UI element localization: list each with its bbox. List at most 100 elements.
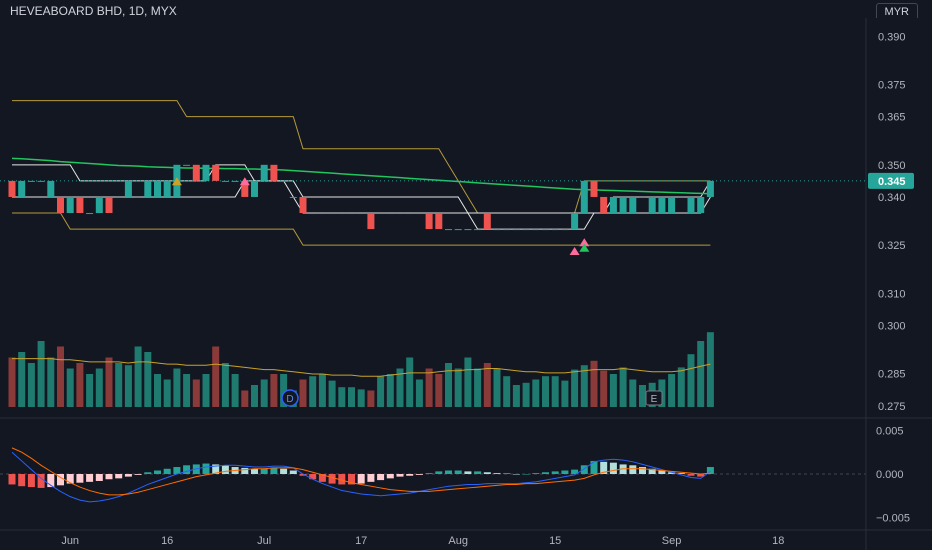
time-tick-label: Jul — [257, 535, 271, 547]
candle — [134, 196, 142, 198]
last-price-label: 0.345 — [878, 176, 906, 188]
candle — [66, 196, 74, 214]
volume-bar — [580, 365, 588, 407]
macd-histogram-bar — [318, 474, 326, 482]
volume-bar — [551, 376, 559, 407]
candle — [105, 196, 113, 214]
price-tick-label: 0.300 — [878, 320, 906, 332]
candle — [425, 213, 433, 230]
candle — [260, 164, 268, 181]
macd-histogram-bar — [47, 474, 55, 488]
candle — [338, 213, 346, 215]
volume-bar — [280, 374, 288, 407]
volume-bar — [600, 370, 608, 407]
price-axis-bg — [866, 18, 932, 530]
volume-bar — [47, 357, 55, 407]
macd-histogram-bar — [561, 470, 569, 474]
macd-histogram-bar — [270, 467, 278, 474]
candle — [658, 196, 666, 214]
macd-histogram-bar — [95, 474, 103, 481]
time-tick-label: 17 — [355, 535, 367, 547]
volume-bar — [115, 363, 123, 407]
candle — [580, 180, 588, 214]
price-tick-label: 0.390 — [878, 31, 906, 43]
donchian-lower-line — [12, 212, 711, 246]
macd-histogram-bar — [289, 470, 297, 474]
macd-histogram-bar — [154, 470, 161, 474]
macd-histogram-bar — [338, 474, 346, 485]
volume-bar — [37, 341, 45, 407]
candle — [221, 180, 229, 182]
macd-histogram-bar — [668, 472, 676, 474]
candle — [561, 229, 569, 231]
time-tick-label: 18 — [772, 535, 784, 547]
price-tick-label: 0.350 — [878, 160, 906, 172]
macd-histogram-bar — [425, 473, 433, 474]
volume-bar — [27, 363, 35, 407]
volume-bar — [542, 376, 549, 407]
volume-bar — [348, 387, 355, 407]
macd-histogram-bar — [144, 472, 152, 474]
volume-bar — [134, 346, 142, 407]
volume-bar — [512, 385, 520, 407]
volume-bar — [95, 368, 103, 407]
candle — [532, 229, 540, 231]
time-tick-label: Sep — [662, 535, 682, 547]
volume-bar — [163, 379, 171, 407]
macd-histogram-bar — [571, 469, 579, 474]
price-tick-label: 0.375 — [878, 80, 906, 92]
candle — [542, 229, 549, 231]
price-tick-label: 0.340 — [878, 192, 906, 204]
macd-signal-line — [11, 447, 711, 496]
macd-histogram-bar — [76, 474, 84, 483]
candle — [18, 180, 26, 197]
candle — [435, 213, 443, 230]
candle — [590, 180, 598, 197]
candle — [163, 180, 171, 197]
candle — [357, 213, 365, 215]
signal-arrow-icon — [579, 243, 590, 252]
candle — [154, 180, 161, 197]
volume-bar — [18, 352, 26, 407]
volume-bar — [677, 367, 685, 407]
macd-histogram-bar — [173, 467, 181, 474]
candle — [47, 180, 55, 197]
macd-histogram-bar — [27, 474, 35, 488]
candle — [551, 229, 559, 231]
macd-histogram-bar — [212, 464, 220, 474]
volume-bar — [483, 363, 491, 407]
volume-bar — [183, 374, 191, 407]
candle — [27, 180, 35, 182]
price-tick-label: 0.285 — [878, 369, 906, 381]
volume-bar — [425, 368, 433, 407]
volume-bar — [221, 363, 229, 407]
macd-histogram-bar — [512, 474, 520, 475]
price-tick-label: 0.365 — [878, 112, 906, 124]
candle — [609, 196, 617, 214]
candle — [299, 196, 307, 214]
volume-bar — [406, 357, 414, 407]
candle — [348, 213, 355, 215]
macd-histogram-bar — [348, 474, 355, 485]
candle — [677, 196, 685, 198]
volume-bar — [415, 379, 423, 407]
volume-bar — [309, 376, 317, 407]
volume-bar — [706, 332, 714, 407]
volume-bar — [445, 363, 452, 407]
volume-bar — [270, 374, 278, 407]
candle — [406, 213, 414, 215]
candle — [474, 229, 482, 231]
candle — [144, 180, 152, 197]
candle — [289, 196, 297, 198]
volume-bar — [619, 367, 627, 407]
macd-pane — [0, 447, 866, 503]
macd-histogram-bar — [18, 474, 26, 487]
candle — [8, 180, 16, 197]
volume-bar — [386, 374, 394, 407]
candle — [183, 164, 191, 166]
macd-histogram-bar — [474, 471, 482, 474]
volume-bar — [464, 357, 472, 407]
macd-histogram-bar — [299, 474, 307, 476]
volume-bar — [192, 379, 200, 407]
